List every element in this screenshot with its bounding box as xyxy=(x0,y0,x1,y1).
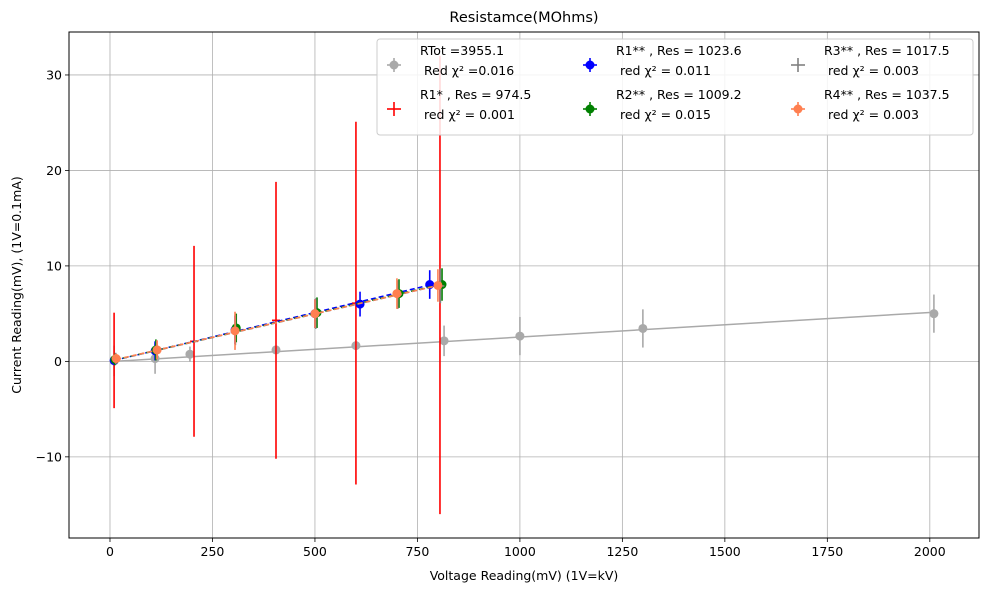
x-axis-label: Voltage Reading(mV) (1V=kV) xyxy=(430,568,619,583)
data-point xyxy=(230,326,240,336)
legend-stat: red χ² = 0.003 xyxy=(828,63,919,78)
x-tick-label: 250 xyxy=(201,544,225,559)
legend-stat: red χ² = 0.015 xyxy=(620,107,711,122)
data-point xyxy=(185,349,195,359)
series-5 xyxy=(111,269,443,364)
legend-label: R1* , Res = 974.5 xyxy=(420,87,531,102)
data-point xyxy=(310,309,320,319)
data-point xyxy=(515,331,525,341)
legend-entry-4: R3** , Res = 1017.5 red χ² = 0.003 xyxy=(791,43,950,78)
data-point xyxy=(111,354,121,364)
fit-line xyxy=(115,284,439,361)
legend-label: R3** , Res = 1017.5 xyxy=(824,43,950,58)
fit-line xyxy=(113,283,434,362)
y-tick-label: 30 xyxy=(46,67,62,82)
legend-marker xyxy=(389,60,399,70)
legend: RTot =3955.1 Red χ² =0.016 R1* , Res = 974… xyxy=(376,38,974,136)
chart-title: Resistamce(MOhms) xyxy=(449,10,598,26)
legend-label: R2** , Res = 1009.2 xyxy=(616,87,742,102)
legend-entry-2: R1** , Res = 1023.6 red χ² = 0.011 xyxy=(583,43,742,78)
data-point xyxy=(638,323,648,333)
legend-entry-3: R2** , Res = 1009.2 red χ² = 0.015 xyxy=(583,87,742,122)
legend-label: R1** , Res = 1023.6 xyxy=(616,43,742,58)
series-0 xyxy=(109,294,939,377)
x-tick-label: 1500 xyxy=(709,544,741,559)
x-tick-label: 1000 xyxy=(504,544,536,559)
y-tick-label: −10 xyxy=(36,449,62,464)
x-tick-label: 2000 xyxy=(914,544,946,559)
data-point xyxy=(439,336,449,346)
legend-marker xyxy=(793,104,803,114)
x-tick-label: 1250 xyxy=(606,544,638,559)
x-tick-label: 750 xyxy=(405,544,429,559)
legend-entry-1: R1* , Res = 974.5 red χ² = 0.001 xyxy=(387,87,531,122)
x-tick-label: 0 xyxy=(106,544,114,559)
legend-stat: red χ² = 0.003 xyxy=(828,107,919,122)
y-tick-label: 20 xyxy=(46,163,62,178)
x-tick-label: 500 xyxy=(303,544,327,559)
y-tick-label: 0 xyxy=(54,354,62,369)
x-tick-label: 1750 xyxy=(811,544,843,559)
plot-frame xyxy=(68,31,980,539)
legend-marker xyxy=(585,60,595,70)
data-point xyxy=(152,345,162,355)
legend-stat: Red χ² =0.016 xyxy=(424,63,514,78)
legend-label: RTot =3955.1 xyxy=(420,43,504,58)
y-axis-label: Current Reading(mV), (1V=0.1mA) xyxy=(9,176,24,393)
ticks: 0 250 500 750 1000 1250 1500 1750 2000 −10 0 10 20 30 xyxy=(36,67,946,559)
legend-entry-0: RTot =3955.1 Red χ² =0.016 xyxy=(387,43,514,78)
legend-box xyxy=(376,38,974,136)
data-point xyxy=(929,309,939,319)
legend-stat: red χ² = 0.011 xyxy=(620,63,711,78)
data-point xyxy=(433,280,443,290)
y-tick-label: 10 xyxy=(46,258,62,273)
legend-marker xyxy=(585,104,595,114)
data-point xyxy=(392,289,402,299)
legend-entry-5: R4** , Res = 1037.5 red χ² = 0.003 xyxy=(791,87,950,122)
legend-stat: red χ² = 0.001 xyxy=(424,107,515,122)
legend-label: R4** , Res = 1037.5 xyxy=(824,87,950,102)
